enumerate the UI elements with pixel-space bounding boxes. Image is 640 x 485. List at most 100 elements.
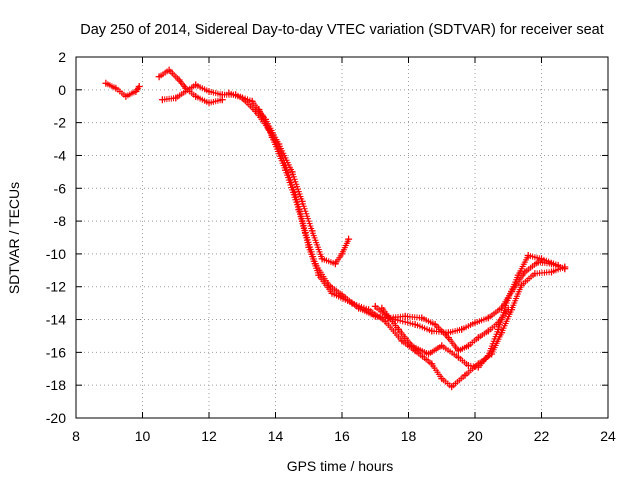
chart-title: Day 250 of 2014, Sidereal Day-to-day VTE… bbox=[80, 22, 604, 38]
data-point bbox=[385, 314, 392, 322]
y-tick-label: -8 bbox=[54, 213, 67, 229]
data-point bbox=[464, 362, 472, 369]
y-tick-label: -10 bbox=[46, 246, 66, 262]
data-point bbox=[255, 106, 263, 113]
data-point bbox=[218, 91, 226, 99]
y-tick-label: -6 bbox=[54, 180, 67, 196]
data-point bbox=[484, 314, 492, 322]
data-point bbox=[268, 133, 276, 141]
y-tick-label: -16 bbox=[46, 344, 66, 360]
grid bbox=[76, 57, 608, 418]
data-point bbox=[521, 268, 529, 276]
y-tick-label: -18 bbox=[46, 377, 66, 393]
data-point bbox=[554, 261, 562, 269]
data-point bbox=[365, 306, 373, 314]
data-point bbox=[444, 334, 452, 342]
tick-marks bbox=[75, 56, 609, 419]
data-point bbox=[248, 97, 256, 105]
data-point bbox=[538, 255, 545, 263]
data-point bbox=[524, 252, 532, 259]
data-point bbox=[305, 243, 313, 251]
data-point bbox=[514, 271, 522, 279]
data-point bbox=[252, 107, 260, 115]
data-point bbox=[282, 166, 289, 174]
data-point bbox=[308, 227, 316, 235]
x-tick-label: 12 bbox=[201, 428, 217, 444]
series-track-2 bbox=[155, 66, 226, 107]
data-point bbox=[548, 268, 555, 276]
x-tick-label: 8 bbox=[72, 428, 80, 444]
data-point bbox=[331, 260, 339, 268]
y-axis-label: SDTVAR / TECUs bbox=[6, 182, 22, 294]
data-point bbox=[428, 327, 436, 335]
data-point bbox=[428, 360, 436, 368]
data-point bbox=[192, 92, 200, 100]
y-tick-label: -2 bbox=[54, 115, 67, 131]
data-point bbox=[454, 353, 462, 361]
x-tick-label: 24 bbox=[600, 428, 616, 444]
data-point bbox=[205, 88, 213, 95]
data-point bbox=[504, 294, 512, 302]
data-point bbox=[102, 79, 110, 87]
data-point bbox=[498, 329, 506, 337]
y-tick-label: 2 bbox=[58, 49, 66, 65]
series-layer bbox=[102, 66, 569, 391]
data-point bbox=[401, 312, 409, 320]
data-point bbox=[172, 94, 180, 102]
data-point bbox=[431, 321, 439, 328]
data-point bbox=[192, 81, 200, 89]
data-point bbox=[155, 73, 163, 81]
series-track-1 bbox=[102, 79, 143, 100]
data-point bbox=[398, 337, 406, 345]
data-point bbox=[534, 258, 542, 266]
x-tick-label: 14 bbox=[268, 428, 284, 444]
data-point bbox=[454, 347, 462, 355]
x-tick-label: 22 bbox=[534, 428, 550, 444]
data-point bbox=[348, 299, 356, 307]
data-point bbox=[175, 76, 183, 84]
data-point bbox=[438, 375, 446, 383]
y-tick-label: -14 bbox=[46, 312, 66, 328]
y-tick-label: 0 bbox=[58, 82, 66, 98]
data-point bbox=[338, 250, 346, 258]
data-point bbox=[315, 271, 323, 279]
series-track-5 bbox=[255, 106, 569, 391]
data-point bbox=[318, 255, 326, 263]
data-point bbox=[464, 342, 472, 350]
y-tick-label: -4 bbox=[54, 147, 67, 163]
x-tick-label: 16 bbox=[334, 428, 350, 444]
data-point bbox=[295, 206, 303, 214]
tick-labels: 8 10 12 14 16 18 20 22 24-20-18-16-14-12-10-8-6-… bbox=[46, 49, 616, 444]
data-point bbox=[158, 96, 166, 104]
data-point bbox=[371, 302, 379, 310]
data-point bbox=[438, 342, 446, 350]
data-point bbox=[112, 84, 120, 92]
data-point bbox=[205, 99, 213, 107]
data-point bbox=[474, 334, 482, 342]
data-point bbox=[448, 383, 456, 391]
data-point bbox=[345, 235, 353, 243]
data-point bbox=[531, 270, 539, 278]
data-point bbox=[484, 352, 492, 360]
data-point bbox=[494, 325, 502, 333]
y-tick-label: -20 bbox=[46, 410, 66, 426]
data-point bbox=[504, 306, 512, 314]
data-point bbox=[561, 263, 569, 271]
data-point bbox=[518, 281, 525, 289]
y-tick-label: -12 bbox=[46, 279, 66, 295]
data-point bbox=[225, 89, 233, 97]
data-point bbox=[395, 325, 402, 333]
x-axis-label: GPS time / hours bbox=[287, 458, 394, 474]
series-track-7 bbox=[371, 302, 512, 355]
data-point bbox=[474, 363, 482, 371]
x-tick-label: 20 bbox=[467, 428, 483, 444]
data-point bbox=[425, 350, 432, 358]
data-point bbox=[381, 317, 389, 325]
data-point bbox=[418, 314, 426, 322]
x-tick-label: 18 bbox=[401, 428, 417, 444]
data-point bbox=[461, 371, 469, 379]
data-point bbox=[411, 321, 419, 328]
x-tick-label: 10 bbox=[135, 428, 151, 444]
